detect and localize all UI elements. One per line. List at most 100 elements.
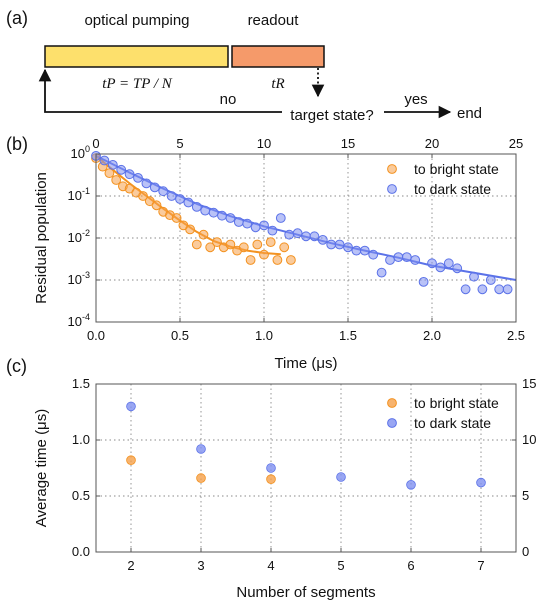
panel-c-label: (c) — [6, 356, 27, 376]
dark-state-point — [217, 210, 227, 221]
dark-state-point — [200, 205, 211, 216]
dark-state-point — [126, 401, 136, 412]
y-tick-label: 10-2 — [68, 228, 90, 245]
dark-state-point — [343, 242, 353, 253]
dark-state-point — [99, 155, 110, 166]
dark-state-point — [406, 479, 416, 490]
dark-state-point — [196, 444, 206, 454]
panel-c: (c) 2 3 4 5 6 7 0.0 0.5 1.0 1.5 0 5 10 15 Number of s… — [6, 356, 536, 601]
y-tick-label: 0.5 — [72, 488, 90, 503]
decision-label: target state? — [290, 107, 373, 124]
panel-c-grid — [96, 384, 516, 552]
dark-state-point — [124, 169, 135, 180]
x-tick-label: 4 — [267, 558, 274, 573]
dark-state-point — [494, 284, 505, 295]
dark-state-point — [385, 255, 395, 265]
bright-state-point — [265, 237, 276, 248]
dark-state-point — [427, 258, 437, 269]
no-loop-arrow — [38, 68, 282, 113]
panel-b: (b) 0.0 0.5 1.0 1.5 2.0 2.5 0 5 10 15 20 25 100 10-1 1… — [6, 134, 525, 372]
panel-c-ticks: 2 3 4 5 6 7 0.0 0.5 1.0 1.5 0 5 10 15 — [72, 376, 537, 573]
dark-state-point — [250, 222, 261, 233]
y-tick-label: 100 — [71, 144, 90, 161]
dark-state-point — [284, 229, 295, 240]
y-tick-label: 10-1 — [68, 186, 90, 203]
bright-state-point — [245, 255, 256, 265]
dark-state-point — [133, 173, 143, 183]
dark-state-point — [266, 463, 276, 473]
dark-state-point — [309, 231, 320, 242]
bright-state-point — [205, 242, 216, 253]
dark-state-point — [418, 277, 429, 287]
legend-label: to dark state — [414, 415, 491, 431]
dark-state-point — [435, 262, 446, 273]
dark-state-point — [166, 191, 177, 201]
bright-state-point — [286, 255, 296, 265]
dark-state-point — [225, 213, 236, 223]
y-tick-label: 0.0 — [72, 544, 90, 559]
dark-state-point — [359, 245, 370, 256]
top-tick-label: 10 — [257, 136, 271, 151]
bright-state-point — [111, 175, 122, 185]
dark-state-point — [460, 284, 471, 295]
panel-b-label: (b) — [6, 134, 28, 154]
readout-formula: tR — [271, 76, 284, 92]
dark-state-point — [317, 235, 328, 245]
dark-state-point — [175, 194, 185, 204]
dark-state-point — [301, 231, 311, 242]
dark-state-point — [368, 249, 379, 260]
bright-state-point — [279, 242, 290, 253]
dark-state-point — [502, 284, 513, 295]
top-tick-label: 0 — [92, 136, 99, 151]
dark-state-point — [351, 245, 362, 256]
dark-state-point — [326, 239, 337, 250]
top-tick-label: 25 — [509, 136, 523, 151]
bright-state-point — [196, 473, 206, 483]
legend-marker — [387, 164, 397, 174]
dark-state-point — [116, 164, 127, 175]
dark-state-point — [183, 197, 194, 208]
bright-state-point — [126, 455, 136, 466]
legend-marker — [387, 184, 397, 194]
top-tick-label: 15 — [341, 136, 355, 151]
legend-label: to dark state — [414, 181, 491, 197]
bright-state-point — [198, 229, 209, 240]
dark-state-point — [469, 271, 479, 282]
panel-b-xlabel: Time (μs) — [274, 355, 337, 372]
dark-state-point — [410, 255, 421, 265]
bright-state-point — [191, 239, 202, 250]
top-tick-label: 20 — [425, 136, 439, 151]
y-tick-label: 1.5 — [72, 376, 90, 391]
x-tick-label: 5 — [337, 558, 344, 573]
y-tick-label: 10-3 — [68, 270, 90, 287]
bright-state-point — [272, 255, 283, 265]
x-tick-label: 7 — [477, 558, 484, 573]
dark-state-point — [107, 160, 118, 170]
panel-a: (a) optical pumping readout tP = TP / N … — [6, 8, 482, 124]
x-tick-label: 1.5 — [339, 328, 357, 343]
dark-state-point — [393, 252, 404, 263]
panel-c-points — [126, 401, 486, 490]
right-tick-label: 15 — [522, 376, 536, 391]
dark-state-point — [275, 213, 286, 223]
panel-b-ylabel: Residual population — [33, 172, 50, 304]
dark-state-point — [334, 239, 345, 250]
yes-label: yes — [404, 91, 427, 108]
pump-box — [44, 45, 229, 68]
x-tick-label: 1.0 — [255, 328, 273, 343]
x-tick-label: 0.5 — [171, 328, 189, 343]
dark-state-point — [477, 284, 488, 295]
y-tick-label: 1.0 — [72, 432, 90, 447]
x-tick-label: 2 — [127, 558, 134, 573]
bright-state-point — [185, 224, 196, 235]
dark-state-point — [376, 267, 387, 278]
panel-a-label: (a) — [6, 8, 28, 28]
legend-marker — [387, 418, 397, 428]
panel-b-legend: to bright state to dark state — [387, 161, 499, 197]
bright-state-point — [171, 213, 182, 223]
x-tick-label: 6 — [407, 558, 414, 573]
top-tick-label: 5 — [176, 136, 183, 151]
legend-label: to bright state — [414, 161, 499, 177]
bright-state-point — [104, 168, 115, 179]
